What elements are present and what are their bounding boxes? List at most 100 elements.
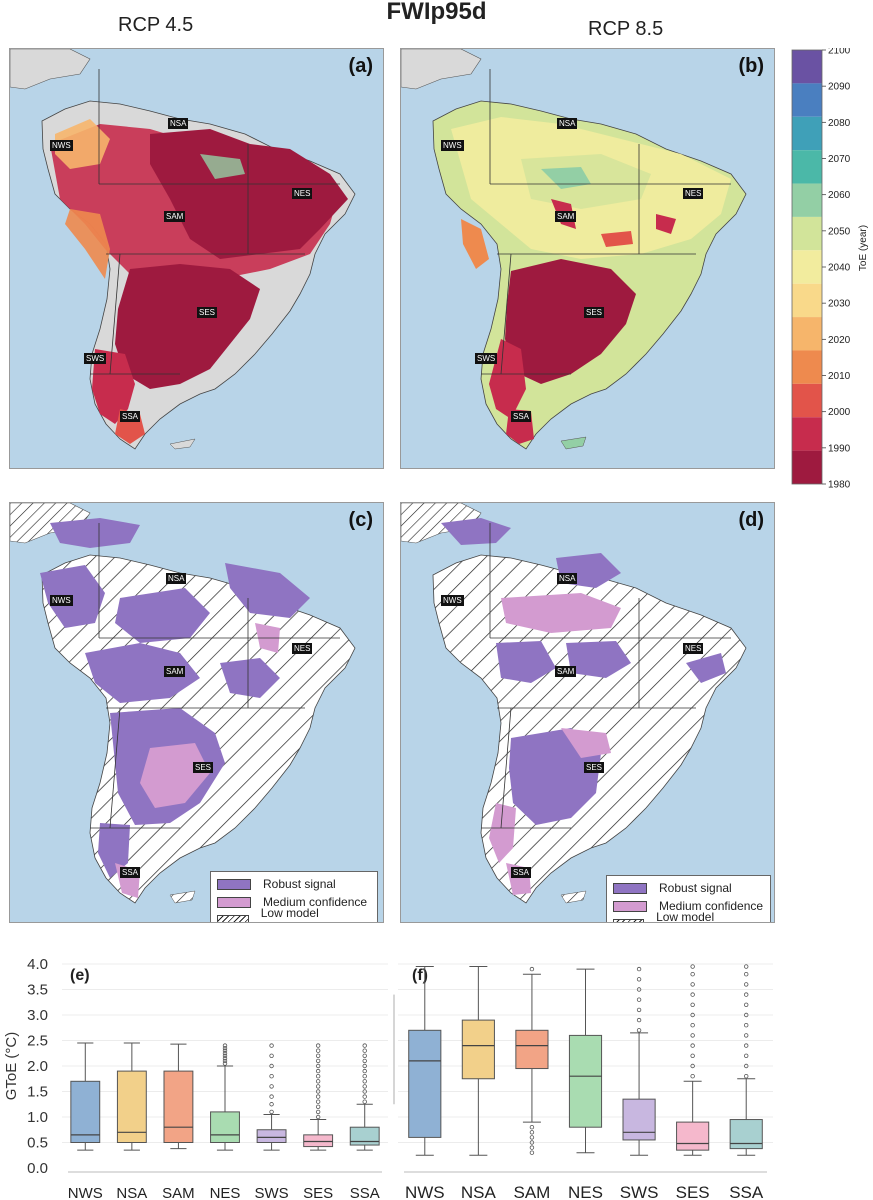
y-tick-label: 2.0 bbox=[27, 1058, 48, 1075]
colorbar-tick-label: 2060 bbox=[828, 190, 851, 201]
box-iqr bbox=[461, 1019, 495, 1080]
region-tag-sws: SWS bbox=[475, 353, 498, 364]
region-tag-ssa: SSA bbox=[120, 411, 141, 422]
legend-swatch-robust bbox=[613, 882, 647, 894]
colorbar-tick-label: 2050 bbox=[828, 226, 851, 237]
rcp85-label: RCP 8.5 bbox=[588, 18, 664, 40]
region-tag-ses: SES bbox=[584, 762, 605, 773]
colorbar-cell bbox=[792, 216, 822, 251]
x-tick-label: NSA bbox=[116, 1185, 147, 1200]
outlier-point bbox=[269, 1084, 274, 1089]
colorbar-tick-label: 2030 bbox=[828, 299, 851, 310]
legend-label-robust: Robust signal bbox=[263, 877, 336, 891]
outlier-point bbox=[222, 1058, 228, 1064]
outlier-point bbox=[362, 1068, 367, 1074]
outlier-point bbox=[362, 1089, 367, 1094]
boxplot-panel-e: (e) 0.0 0.5 1.0 1.5 2.0 2.5 3.0 3.5 4.0 GToE (°C) N… bbox=[3, 956, 388, 1200]
box-sam bbox=[163, 1043, 194, 1150]
map-panel-b: (b) NSA NWS NES SAM SES SWS SSA bbox=[400, 48, 775, 469]
legend-swatch-low bbox=[217, 914, 249, 922]
map-a-canvas bbox=[10, 49, 383, 468]
outlier-point bbox=[690, 1012, 695, 1018]
outlier-point bbox=[744, 1012, 749, 1018]
x-tick-label: NSA bbox=[461, 1183, 497, 1200]
outlier-point bbox=[636, 1017, 642, 1023]
box-iqr bbox=[116, 1070, 147, 1143]
outlier-point bbox=[362, 1099, 367, 1104]
region-tag-nws: NWS bbox=[50, 140, 73, 151]
colorbar-tick-label: 2100 bbox=[828, 48, 851, 57]
map-panel-d: (d) NSA NWS NES SAM SES SSA Robust signa… bbox=[400, 502, 775, 923]
boxplot-panel-f: (f) NWS NSA SAM NES SWS SES SSA bbox=[393, 963, 773, 1200]
outlier-point bbox=[744, 992, 749, 997]
x-tick-label: SAM bbox=[162, 1185, 195, 1200]
y-tick-label: 2.5 bbox=[27, 1033, 48, 1050]
region-tag-nsa: NSA bbox=[557, 573, 578, 584]
legend-item-low: Low model agreement bbox=[217, 906, 371, 922]
y-axis-label: GToE (°C) bbox=[3, 1032, 20, 1101]
legend-label-low: Low model agreement bbox=[656, 910, 715, 923]
colorbar-cell bbox=[792, 50, 822, 84]
box-iqr bbox=[70, 1080, 101, 1144]
outlier-point bbox=[362, 1058, 367, 1064]
box-ses bbox=[676, 964, 710, 1156]
outlier-point bbox=[529, 1150, 535, 1155]
outlier-point bbox=[315, 1068, 321, 1074]
region-tag-sam: SAM bbox=[555, 666, 577, 677]
legend-item-medium: Medium confidence bbox=[217, 893, 371, 911]
panel-label-b: (b) bbox=[738, 55, 764, 77]
outlier-point bbox=[744, 1043, 749, 1048]
outlier-point bbox=[690, 964, 695, 969]
region-tag-ssa: SSA bbox=[511, 867, 532, 878]
colorbar-tick-label: 2090 bbox=[828, 82, 851, 93]
box-iqr bbox=[349, 1126, 380, 1146]
figure-title: FWIp95d bbox=[386, 0, 487, 25]
panel-label-e: (e) bbox=[70, 967, 90, 984]
outlier-point bbox=[269, 1109, 274, 1115]
map-b-canvas bbox=[401, 49, 774, 468]
region-tag-ses: SES bbox=[193, 762, 214, 773]
x-tick-label: NES bbox=[210, 1185, 241, 1200]
panel-label-c: (c) bbox=[348, 509, 373, 531]
outlier-point bbox=[529, 1140, 535, 1145]
outlier-point bbox=[690, 1043, 695, 1048]
outlier-point bbox=[362, 1084, 367, 1089]
box-nes bbox=[568, 968, 603, 1154]
legend-d: Robust signal Medium confidence Low mode… bbox=[606, 875, 771, 923]
boxplot-canvas: (e) 0.0 0.5 1.0 1.5 2.0 2.5 3.0 3.5 4.0 GToE (°C) N… bbox=[3, 956, 773, 1200]
x-tick-label: NES bbox=[568, 1183, 603, 1200]
outlier-point bbox=[222, 1045, 228, 1051]
outlier-point bbox=[269, 1043, 274, 1048]
outlier-point bbox=[315, 1104, 321, 1109]
outlier-point bbox=[690, 1033, 695, 1038]
outlier-point bbox=[690, 1002, 695, 1007]
region-tag-sam: SAM bbox=[555, 211, 577, 222]
box-ssa bbox=[729, 964, 763, 1156]
panel-label-f: (f) bbox=[412, 967, 428, 984]
outlier-point bbox=[315, 1048, 321, 1053]
y-tick-label: 0.5 bbox=[27, 1135, 48, 1152]
box-sam bbox=[515, 966, 549, 1155]
region-tag-ssa: SSA bbox=[120, 867, 141, 878]
outlier-point bbox=[636, 987, 642, 992]
box-nws bbox=[70, 1042, 101, 1151]
outlier-point bbox=[222, 1061, 228, 1066]
outlier-point bbox=[222, 1051, 228, 1056]
outlier-point bbox=[690, 1053, 695, 1058]
colorbar-cell bbox=[792, 250, 822, 284]
x-tick-label: SES bbox=[676, 1183, 710, 1200]
colorbar-cell bbox=[792, 383, 822, 418]
x-tick-label: SES bbox=[303, 1185, 333, 1200]
outlier-point bbox=[315, 1063, 321, 1069]
region-tag-nws: NWS bbox=[50, 595, 73, 606]
box-nes bbox=[210, 1043, 240, 1151]
outlier-point bbox=[222, 1048, 228, 1053]
colorbar-cell bbox=[792, 417, 822, 451]
legend-item-robust: Robust signal bbox=[613, 879, 764, 897]
outlier-point bbox=[744, 1073, 749, 1079]
map-panel-a: (a) NSA NWS NES SAM SES SWS SSA bbox=[9, 48, 384, 469]
outlier-point bbox=[744, 1033, 749, 1038]
legend-label-low: Low model agreement bbox=[260, 906, 319, 922]
colorbar-label: ToE (year) bbox=[858, 225, 869, 271]
region-tag-ssa: SSA bbox=[511, 411, 532, 422]
